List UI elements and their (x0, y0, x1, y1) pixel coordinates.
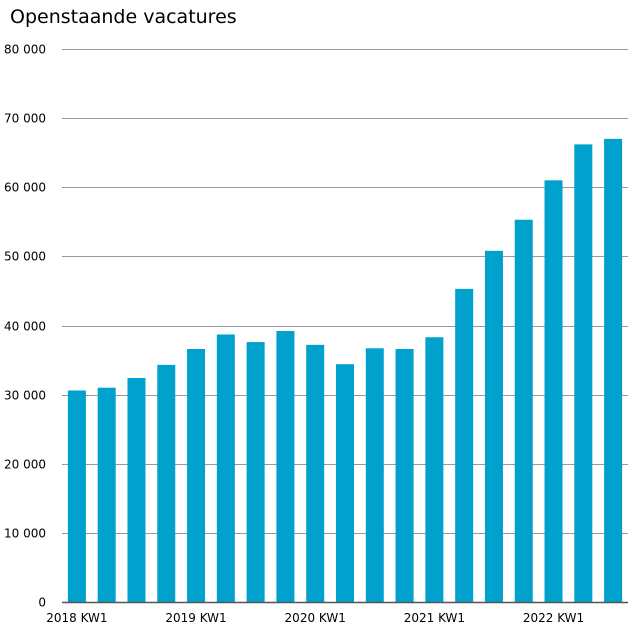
y-tick-label: 0 (38, 596, 46, 610)
x-tick-label: 2022 KW1 (523, 611, 584, 625)
bar (455, 288, 474, 602)
bar (187, 349, 206, 602)
bar (336, 364, 354, 602)
y-tick-label: 30 000 (4, 389, 46, 403)
bar (574, 144, 593, 602)
bar (157, 364, 176, 602)
bar (514, 219, 533, 603)
y-tick-label: 70 000 (4, 112, 46, 126)
y-tick-label: 10 000 (4, 527, 46, 541)
y-tick-label: 40 000 (4, 320, 46, 334)
y-tick-label: 80 000 (4, 43, 46, 57)
y-tick-label: 60 000 (4, 181, 46, 195)
x-tick-label: 2018 KW1 (46, 611, 107, 625)
bar (97, 387, 116, 602)
bar (276, 331, 295, 602)
bar (127, 378, 146, 602)
bar (67, 390, 86, 602)
x-tick-label: 2020 KW1 (285, 611, 346, 625)
y-tick-label: 50 000 (4, 250, 46, 264)
x-tick-label: 2019 KW1 (165, 611, 226, 625)
bar (306, 344, 325, 602)
bar (425, 337, 444, 602)
chart-title: Openstaande vacatures (10, 6, 237, 28)
x-axis-tick-labels: 2018 KW1 2019 KW1 2020 KW1 2021 KW1 2022 KW1 (46, 611, 584, 625)
bar (365, 348, 384, 602)
x-tick-label: 2021 KW1 (404, 611, 465, 625)
bar (246, 342, 265, 602)
y-tick-label: 20 000 (4, 458, 46, 472)
bar (484, 250, 503, 602)
bar (544, 180, 563, 602)
bar (604, 138, 623, 603)
bars (67, 138, 623, 603)
bar (395, 349, 414, 602)
bar (216, 334, 235, 602)
y-axis-tick-labels: 0 10 000 20 000 30 000 40 000 50 000 60 000 70 … (4, 43, 46, 610)
